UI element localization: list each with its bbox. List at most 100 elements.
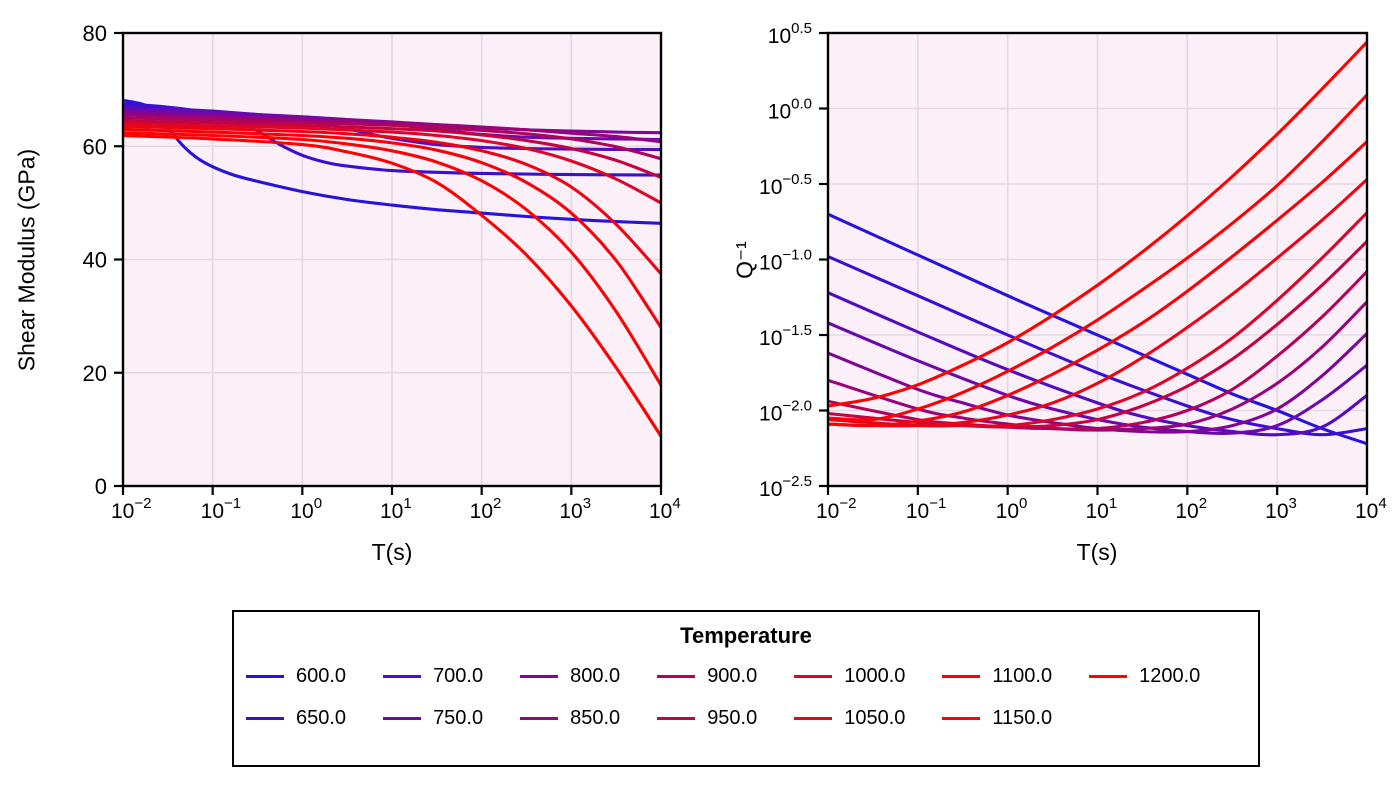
legend-item-label: 900.0 xyxy=(707,665,758,687)
tick-label: 80 xyxy=(83,21,107,46)
series-curve-1000.0 xyxy=(827,211,1368,428)
legend-item-700.0: 700.0 xyxy=(383,663,483,689)
legend-item-label: 1200.0 xyxy=(1139,665,1201,687)
legend-item-650.0: 650.0 xyxy=(246,705,346,731)
legend-line-swatch xyxy=(657,674,696,678)
chart-canvas: 10−2 10−1 100 101 102 103 104 0 20 40 60 80 10−2 10−1… xyxy=(83,20,1387,523)
legend-item-750.0: 750.0 xyxy=(383,705,483,731)
legend-title: Temperature xyxy=(680,623,812,648)
legend-column: 900.0 950.0 xyxy=(657,663,757,731)
series-curve-1150.0 xyxy=(122,131,662,387)
tick-label: 60 xyxy=(83,134,107,159)
legend-item-900.0: 900.0 xyxy=(657,663,757,689)
legend-column: 1200.0 xyxy=(1089,663,1200,689)
legend-item-1150.0: 1150.0 xyxy=(942,705,1052,731)
legend-item-1050.0: 1050.0 xyxy=(794,705,905,731)
series-curve-1050.0 xyxy=(827,177,1368,428)
right-y-axis-label: Q⁻¹ xyxy=(731,241,758,279)
series-curve-750.0 xyxy=(827,321,1368,436)
legend-grid: 600.0 650.0 700.0 750.0 800.0 850.0 900.0 950.0… xyxy=(234,649,1258,731)
tick-label: 10−2 xyxy=(111,495,151,523)
series-curve-1200.0 xyxy=(827,40,1368,408)
legend-line-swatch xyxy=(520,716,559,720)
tick-label: 102 xyxy=(1175,495,1207,523)
left-chart: 10−2 10−1 100 101 102 103 104 0 20 40 60 80 xyxy=(83,21,681,523)
tick-label: 100.5 xyxy=(768,20,812,48)
legend-item-800.0: 800.0 xyxy=(520,663,620,689)
tick-label: 10−2 xyxy=(816,495,856,523)
legend-line-swatch xyxy=(657,716,696,720)
legend-column: 700.0 750.0 xyxy=(383,663,483,731)
legend-line-swatch xyxy=(383,716,422,720)
tick-label: 104 xyxy=(1355,495,1387,523)
legend-line-swatch xyxy=(1089,674,1128,678)
legend-item-850.0: 850.0 xyxy=(520,705,620,731)
legend-column: 1000.0 1050.0 xyxy=(794,663,905,731)
legend-item-950.0: 950.0 xyxy=(657,705,757,731)
legend-item-label: 750.0 xyxy=(433,707,484,729)
legend-column: 800.0 850.0 xyxy=(520,663,620,731)
legend-item-label: 1150.0 xyxy=(992,707,1053,729)
legend-item-label: 600.0 xyxy=(296,665,347,687)
tick-label: 103 xyxy=(559,495,591,523)
legend-line-swatch xyxy=(246,674,284,678)
series-curves xyxy=(122,98,662,438)
legend-line-swatch xyxy=(942,674,981,678)
tick-label: 100 xyxy=(996,495,1028,523)
tick-label: 10−1 xyxy=(201,495,241,523)
series-curve-1150.0 xyxy=(827,93,1368,422)
series-curve-900.0 xyxy=(122,116,662,161)
tick-label: 10−1 xyxy=(906,495,946,523)
series-curve-700.0 xyxy=(827,291,1368,437)
tick-label: 10−2.0 xyxy=(759,398,812,426)
legend-item-label: 700.0 xyxy=(433,665,484,687)
legend-item-label: 800.0 xyxy=(570,665,621,687)
legend-item-1000.0: 1000.0 xyxy=(794,663,905,689)
tick-label: 10−1.0 xyxy=(759,247,812,275)
temperature-legend: Temperature 600.0 650.0 700.0 750.0 800.0 850… xyxy=(232,610,1260,767)
right-x-axis-label: T(s) xyxy=(1076,539,1118,565)
left-x-axis-label: T(s) xyxy=(371,539,413,565)
legend-item-label: 1100.0 xyxy=(992,665,1053,687)
series-curve-850.0 xyxy=(122,113,662,144)
tick-label: 100 xyxy=(290,495,322,523)
series-curve-600.0 xyxy=(827,212,1368,446)
tick-label: 0 xyxy=(95,474,107,499)
tick-label: 10−0.5 xyxy=(759,171,812,199)
left-y-axis-label: Shear Modulus (GPa) xyxy=(13,148,40,372)
series-curve-1100.0 xyxy=(827,140,1368,428)
series-curves xyxy=(827,40,1368,446)
legend-item-label: 950.0 xyxy=(707,707,758,729)
legend-line-swatch xyxy=(383,674,422,678)
legend-item-600.0: 600.0 xyxy=(246,663,346,689)
legend-item-label: 1000.0 xyxy=(844,665,906,687)
series-curve-1050.0 xyxy=(122,124,662,276)
series-curve-950.0 xyxy=(122,119,662,179)
legend-item-1200.0: 1200.0 xyxy=(1089,663,1200,689)
tick-label: 10−2.5 xyxy=(759,473,812,501)
tick-label: 101 xyxy=(380,495,412,523)
series-curve-1200.0 xyxy=(122,133,662,438)
tick-label: 40 xyxy=(83,248,107,273)
tick-label: 20 xyxy=(83,361,107,386)
legend-line-swatch xyxy=(794,674,833,678)
legend-column: 1100.0 1150.0 xyxy=(942,663,1052,731)
legend-line-swatch xyxy=(794,716,833,720)
legend-line-swatch xyxy=(942,716,981,720)
legend-line-swatch xyxy=(246,716,284,720)
tick-label: 100.0 xyxy=(768,96,812,124)
legend-item-label: 1050.0 xyxy=(844,707,906,729)
tick-label: 101 xyxy=(1086,495,1118,523)
legend-item-label: 850.0 xyxy=(570,707,621,729)
tick-label: 102 xyxy=(470,495,502,523)
series-curve-1100.0 xyxy=(122,127,662,330)
legend-item-1100.0: 1100.0 xyxy=(942,663,1052,689)
legend-column: 600.0 650.0 xyxy=(246,663,346,731)
series-curve-1000.0 xyxy=(122,122,662,205)
tick-label: 104 xyxy=(649,495,681,523)
tick-label: 10−1.5 xyxy=(759,322,812,350)
tick-label: 103 xyxy=(1265,495,1297,523)
legend-item-label: 650.0 xyxy=(296,707,347,729)
legend-line-swatch xyxy=(520,674,559,678)
